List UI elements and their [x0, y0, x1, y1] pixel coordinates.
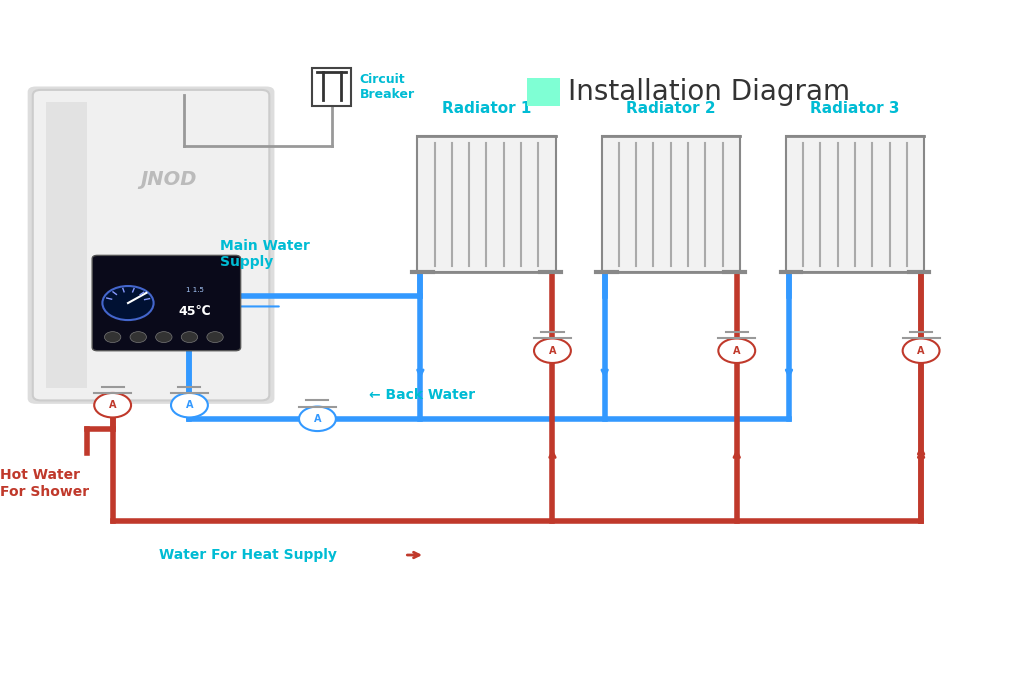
- Text: A: A: [313, 414, 322, 424]
- Text: A: A: [918, 346, 925, 355]
- Text: Radiator 3: Radiator 3: [810, 101, 900, 116]
- Text: Hot Water
For Shower: Hot Water For Shower: [0, 469, 89, 498]
- FancyBboxPatch shape: [92, 255, 241, 351]
- Bar: [312, 68, 351, 106]
- Bar: [46, 102, 87, 388]
- Text: 1 1.5: 1 1.5: [185, 287, 204, 293]
- Text: Circuit
Breaker: Circuit Breaker: [359, 73, 415, 101]
- Text: Installation Diagram: Installation Diagram: [568, 78, 851, 106]
- Bar: [418, 136, 555, 272]
- Circle shape: [719, 338, 756, 363]
- Circle shape: [903, 338, 940, 363]
- Circle shape: [130, 332, 146, 343]
- Text: 45℃: 45℃: [178, 305, 211, 319]
- Text: A: A: [733, 346, 740, 355]
- Circle shape: [535, 338, 571, 363]
- Text: A: A: [185, 400, 194, 410]
- FancyBboxPatch shape: [28, 86, 274, 404]
- Circle shape: [156, 332, 172, 343]
- Bar: [786, 136, 924, 272]
- Text: ← Back Water: ← Back Water: [369, 387, 475, 402]
- FancyBboxPatch shape: [33, 90, 269, 400]
- Circle shape: [207, 332, 223, 343]
- Text: JNOD: JNOD: [140, 170, 197, 189]
- Circle shape: [104, 332, 121, 343]
- Text: Radiator 2: Radiator 2: [626, 101, 716, 116]
- Circle shape: [181, 332, 198, 343]
- Circle shape: [299, 407, 336, 431]
- Circle shape: [171, 393, 208, 417]
- Text: Water For Heat Supply: Water For Heat Supply: [159, 548, 337, 562]
- Text: Main Water
Supply: Main Water Supply: [220, 239, 310, 269]
- Text: A: A: [549, 346, 556, 355]
- Text: Radiator 1: Radiator 1: [441, 101, 531, 116]
- Circle shape: [102, 286, 154, 320]
- Bar: [527, 78, 560, 106]
- Text: A: A: [109, 400, 117, 410]
- Circle shape: [94, 393, 131, 417]
- Bar: [602, 136, 739, 272]
